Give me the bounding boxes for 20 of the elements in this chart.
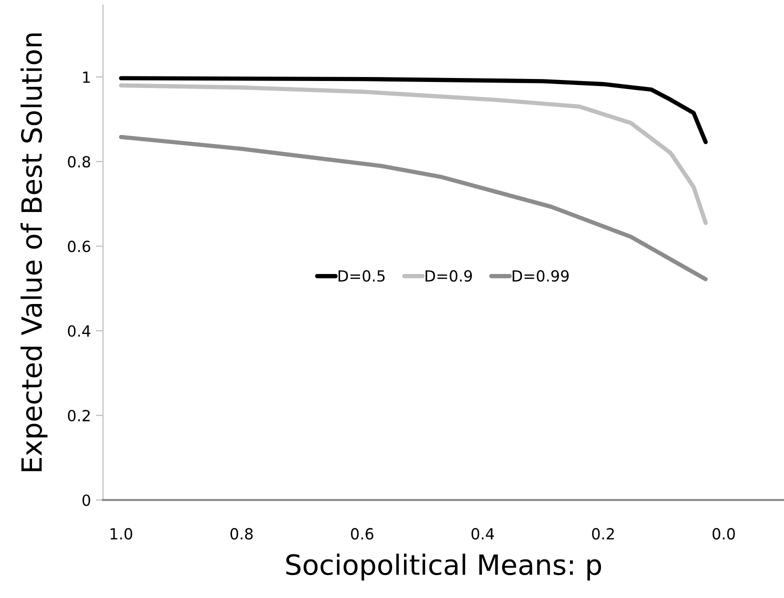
line-series [118, 134, 708, 282]
y-tick-label: 0.2 [68, 410, 90, 422]
y-tick-label: 0.8 [68, 156, 90, 168]
x-tick-label: 0.4 [472, 528, 494, 540]
x-axis-title: Sociopolitical Means: p [286, 554, 602, 581]
y-tick-label: 0.4 [68, 325, 90, 337]
y-axis-title: Expected Value of Best Solution [20, 34, 48, 472]
x-tick-label: 0.6 [351, 528, 374, 540]
x-tick-label: 0.2 [592, 528, 614, 540]
legend-label: D=0.99 [512, 270, 569, 282]
y-tick-label: 0 [82, 494, 90, 506]
legend-label: D=0.5 [338, 270, 385, 282]
x-tick-label: 0.0 [712, 528, 735, 540]
x-tick-label: 1.0 [110, 528, 132, 540]
legend-label: D=0.9 [426, 270, 472, 282]
x-tick-label: 0.8 [230, 528, 253, 540]
line-series [118, 83, 708, 225]
y-tick-label: 0.6 [68, 240, 90, 252]
y-tick-label: 1 [83, 72, 90, 83]
line-series [118, 76, 708, 144]
